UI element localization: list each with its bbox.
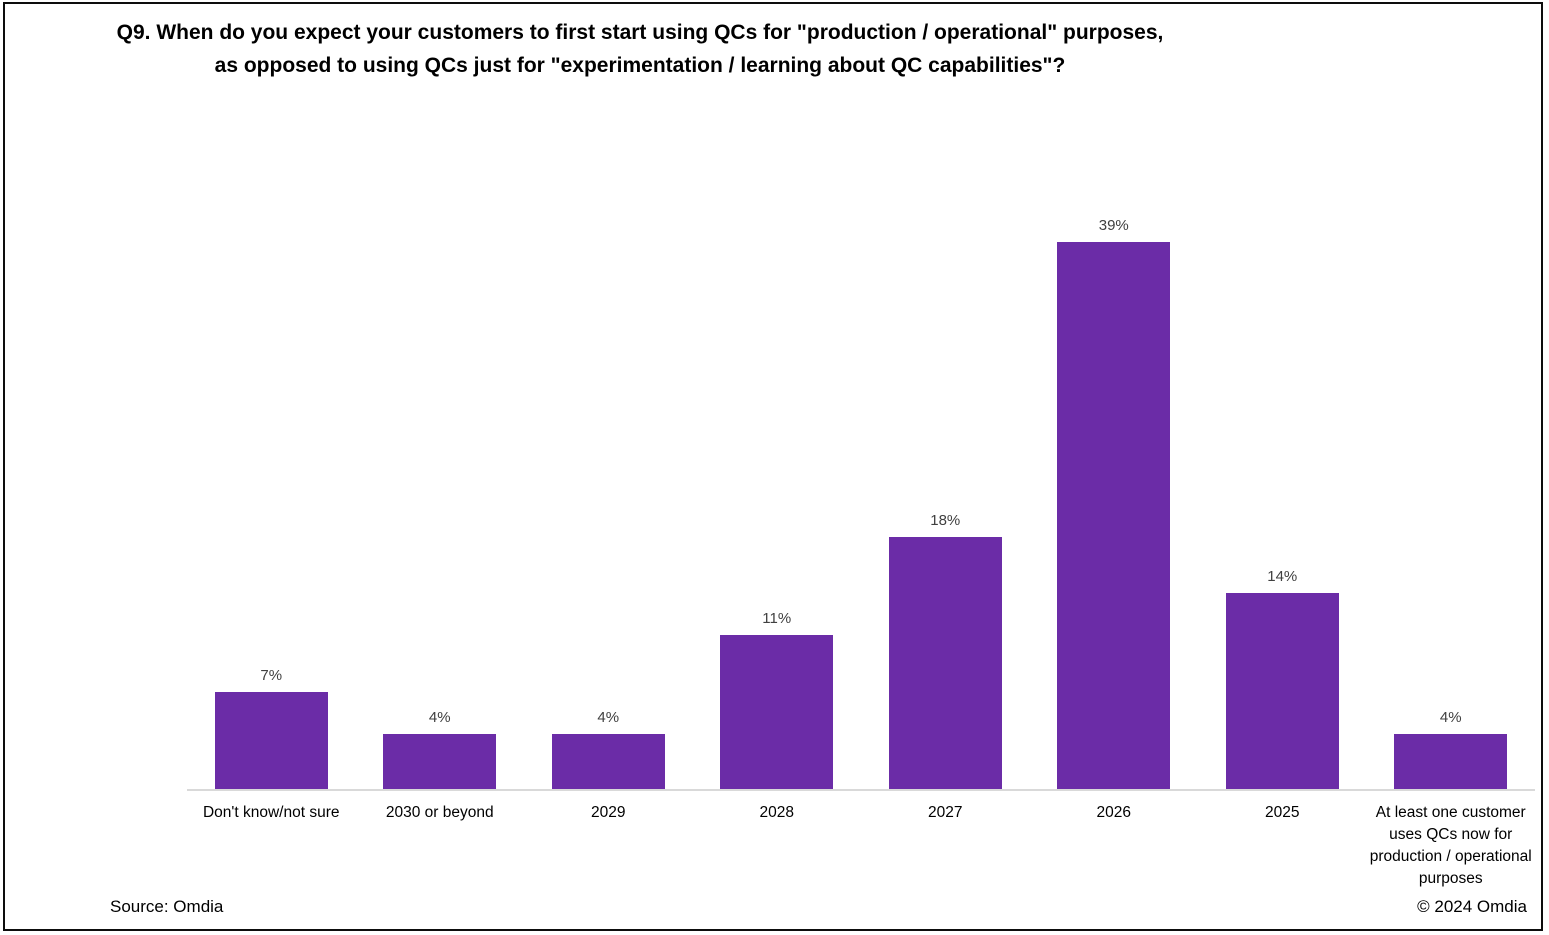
bar-column: 4%	[356, 205, 525, 790]
category-label: 2025	[1265, 804, 1300, 821]
category-label: At least one customer uses QCs now for p…	[1369, 804, 1532, 887]
bar-plot-area: 7% 4% 4% 11% 18% 39% 14% 4%	[187, 205, 1535, 790]
copyright-note: © 2024 Omdia	[1417, 897, 1527, 916]
bar-column: 7%	[187, 205, 356, 790]
chart-title-line2: as opposed to using QCs just for "experi…	[214, 54, 1066, 77]
category-label: 2028	[759, 804, 794, 821]
bar-column: 4%	[524, 205, 693, 790]
bar-value-label: 14%	[1267, 568, 1298, 585]
bar-value-label: 4%	[597, 709, 620, 726]
bar-value-label: 4%	[428, 709, 451, 726]
bar	[888, 537, 1002, 790]
bar	[720, 635, 834, 790]
bar-column: 14%	[1198, 205, 1367, 790]
category-label: 2026	[1096, 804, 1131, 821]
chart-title-line1: Q9. When do you expect your customers to…	[116, 21, 1164, 44]
bar-column: 39%	[1030, 205, 1199, 790]
bar-value-label: 39%	[1098, 217, 1129, 234]
bar	[214, 692, 328, 790]
bar-value-label: 18%	[930, 512, 961, 529]
category-label: 2027	[928, 804, 963, 821]
source-note: Source: Omdia	[110, 897, 224, 916]
bar-column: 11%	[693, 205, 862, 790]
bar-value-label: 7%	[260, 667, 283, 684]
bar	[1394, 734, 1508, 790]
bar	[1225, 593, 1339, 790]
bar	[383, 734, 497, 790]
x-axis-line	[187, 789, 1535, 791]
bar	[551, 734, 665, 790]
bar-column: 18%	[861, 205, 1030, 790]
category-axis-labels: Don't know/not sure 2030 or beyond 2029 202…	[187, 802, 1535, 890]
category-label: Don't know/not sure	[202, 804, 340, 821]
chart-title: Q9. When do you expect your customers to…	[25, 16, 1255, 82]
bar-value-label: 11%	[762, 610, 792, 627]
bar-value-label: 4%	[1439, 709, 1462, 726]
category-label: 2030 or beyond	[385, 804, 494, 821]
bar	[1057, 242, 1171, 790]
category-label: 2029	[591, 804, 626, 821]
bar-column: 4%	[1367, 205, 1536, 790]
